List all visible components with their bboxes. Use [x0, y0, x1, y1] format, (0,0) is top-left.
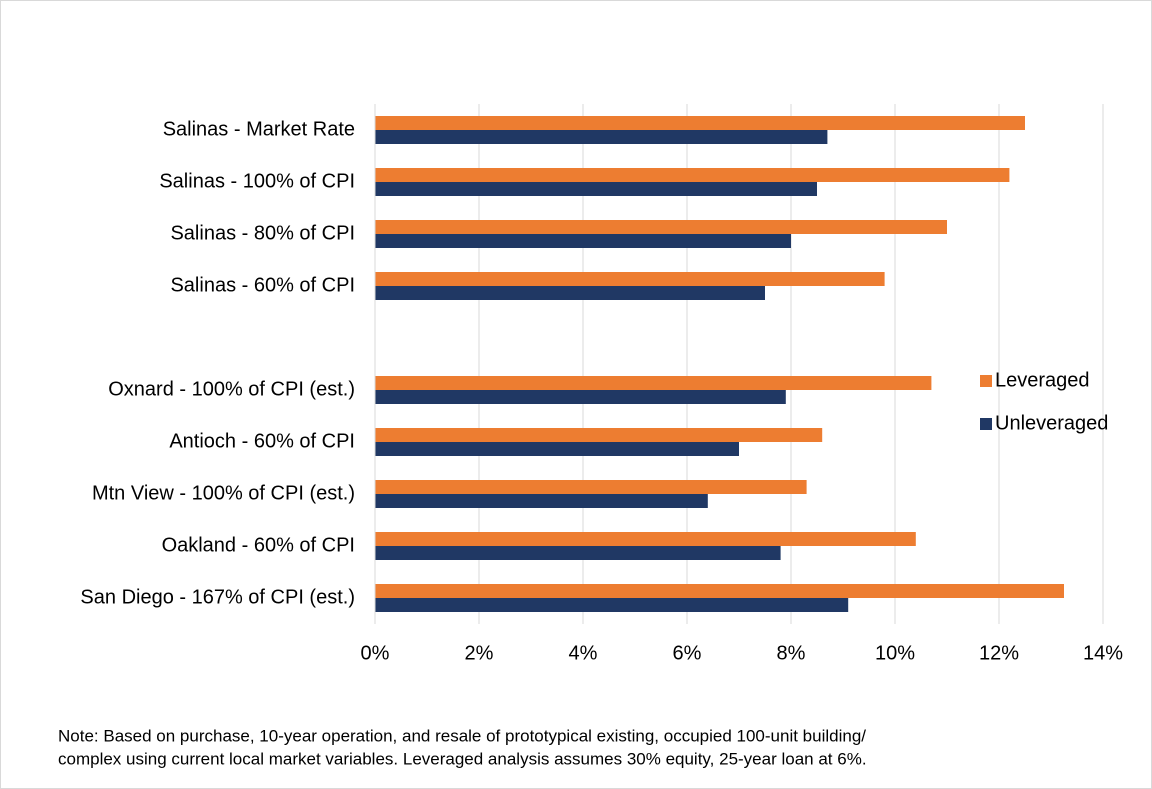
- bar: [375, 480, 807, 494]
- y-tick-label: Mtn View - 100% of CPI (est.): [92, 482, 355, 504]
- y-tick-label: Salinas - 60% of CPI: [170, 274, 355, 296]
- bar: [375, 182, 817, 196]
- y-tick-label: Oakland - 60% of CPI: [162, 534, 355, 556]
- bar: [375, 130, 828, 144]
- y-tick-label: Salinas - 80% of CPI: [170, 222, 355, 244]
- legend-swatch: [980, 375, 992, 387]
- bar: [375, 168, 1010, 182]
- y-tick-label: San Diego - 167% of CPI (est.): [80, 586, 355, 608]
- bar: [375, 272, 885, 286]
- bar: [375, 376, 932, 390]
- x-tick-label: 4%: [569, 642, 598, 664]
- note: complex using current local market varia…: [58, 749, 867, 768]
- y-tick-label: Antioch - 60% of CPI: [169, 430, 355, 452]
- bar: [375, 532, 916, 546]
- bar: [375, 286, 765, 300]
- x-tick-label: 10%: [875, 642, 915, 664]
- bar: [375, 428, 823, 442]
- bar: [375, 546, 781, 560]
- y-tick-label: Oxnard - 100% of CPI (est.): [108, 378, 355, 400]
- legend-label: Unleveraged: [995, 412, 1108, 434]
- bar: [375, 584, 1064, 598]
- x-tick-label: 0%: [361, 642, 390, 664]
- bar: [375, 220, 947, 234]
- y-tick-label: Salinas - 100% of CPI: [159, 170, 355, 192]
- x-tick-label: 6%: [673, 642, 702, 664]
- legend-swatch: [980, 418, 992, 430]
- bar: [375, 234, 791, 248]
- x-tick-label: 14%: [1083, 642, 1123, 664]
- x-tick-label: 12%: [979, 642, 1019, 664]
- x-tick-label: 2%: [465, 642, 494, 664]
- bar: [375, 598, 849, 612]
- bar: [375, 390, 786, 404]
- bar: [375, 442, 739, 456]
- x-tick-label: 8%: [777, 642, 806, 664]
- note: Note: Based on purchase, 10-year operati…: [58, 726, 866, 745]
- y-tick-label: Salinas - Market Rate: [163, 118, 355, 140]
- bar: [375, 494, 708, 508]
- bar: [375, 116, 1025, 130]
- legend-label: Leveraged: [995, 369, 1090, 391]
